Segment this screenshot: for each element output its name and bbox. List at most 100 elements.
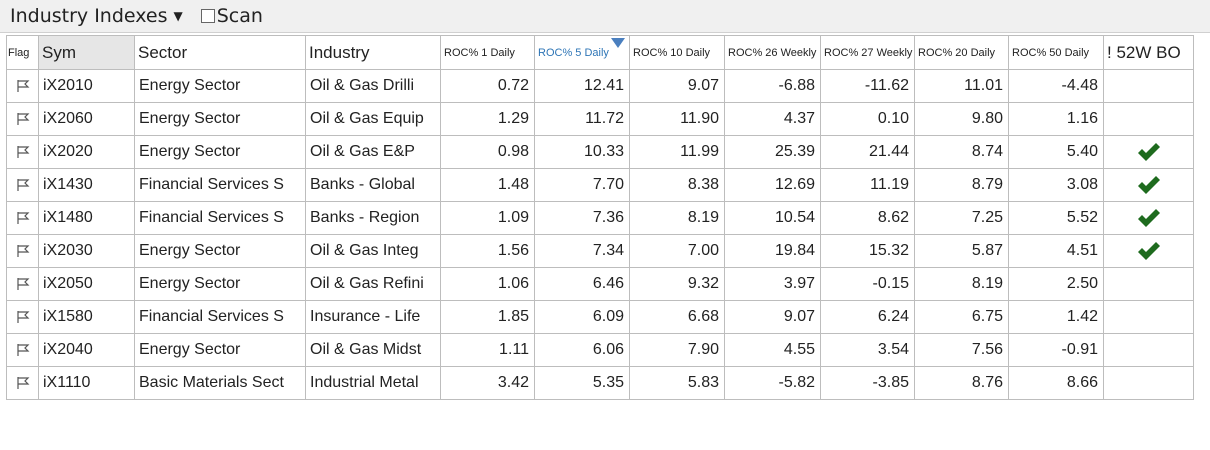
table-row[interactable]: iX1480 Financial Services S Banks - Region… <box>6 201 1194 235</box>
col-header-industry[interactable]: Industry <box>305 35 441 70</box>
flag-outline-icon[interactable] <box>16 374 30 391</box>
roc26w-cell: 4.55 <box>724 333 821 367</box>
roc5-cell: 10.33 <box>534 135 630 169</box>
flag-outline-icon[interactable] <box>16 176 30 193</box>
roc50-cell: 8.66 <box>1008 366 1104 400</box>
col-header-sector[interactable]: Sector <box>134 35 306 70</box>
roc50-cell: 3.08 <box>1008 168 1104 202</box>
header-row: Flag Sym Sector Industry ROC% 1 Daily RO… <box>6 35 1194 70</box>
roc50-cell: -4.48 <box>1008 69 1104 103</box>
col-header-roc26w[interactable]: ROC% 26 Weekly <box>724 35 821 70</box>
col-header-roc50[interactable]: ROC% 50 Daily <box>1008 35 1104 70</box>
flag-cell[interactable] <box>6 69 39 103</box>
checkmark-icon <box>1137 143 1161 161</box>
flag-outline-icon[interactable] <box>16 110 30 127</box>
flag-cell[interactable] <box>6 366 39 400</box>
52w-bo-cell <box>1103 102 1194 136</box>
checkmark-icon <box>1137 242 1161 260</box>
table-row[interactable]: iX1430 Financial Services S Banks - Global… <box>6 168 1194 202</box>
52w-bo-cell <box>1103 168 1194 202</box>
flag-cell[interactable] <box>6 234 39 268</box>
table-row[interactable]: iX1580 Financial Services S Insurance - Li… <box>6 300 1194 334</box>
sym-cell: iX1480 <box>38 201 135 235</box>
roc26w-cell: 4.37 <box>724 102 821 136</box>
flag-cell[interactable] <box>6 135 39 169</box>
flag-outline-icon[interactable] <box>16 275 30 292</box>
industry-cell: Oil & Gas E&P <box>305 135 441 169</box>
roc10-cell: 8.19 <box>629 201 725 235</box>
roc1-cell: 1.85 <box>440 300 535 334</box>
roc26w-cell: 12.69 <box>724 168 821 202</box>
col-header-roc10[interactable]: ROC% 10 Daily <box>629 35 725 70</box>
roc50-cell: 2.50 <box>1008 267 1104 301</box>
sym-cell: iX2030 <box>38 234 135 268</box>
col-header-52w-bo[interactable]: ! 52W BO <box>1103 35 1194 70</box>
industry-cell: Oil & Gas Drilli <box>305 69 441 103</box>
sector-cell: Energy Sector <box>134 135 306 169</box>
roc27w-cell: 3.54 <box>820 333 915 367</box>
roc1-cell: 1.11 <box>440 333 535 367</box>
index-selector-dropdown[interactable]: Industry Indexes ▼ <box>10 5 183 27</box>
flag-outline-icon[interactable] <box>16 242 30 259</box>
table-row[interactable]: iX2040 Energy Sector Oil & Gas Midst 1.11 6.… <box>6 333 1194 367</box>
flag-cell[interactable] <box>6 333 39 367</box>
roc1-cell: 1.48 <box>440 168 535 202</box>
roc1-cell: 0.98 <box>440 135 535 169</box>
roc26w-cell: -6.88 <box>724 69 821 103</box>
flag-outline-icon[interactable] <box>16 209 30 226</box>
roc20-cell: 6.75 <box>914 300 1009 334</box>
table-row[interactable]: iX2010 Energy Sector Oil & Gas Drilli 0.72 1… <box>6 69 1194 103</box>
roc50-cell: -0.91 <box>1008 333 1104 367</box>
industry-cell: Industrial Metal <box>305 366 441 400</box>
table-row[interactable]: iX2030 Energy Sector Oil & Gas Integ 1.56 7.… <box>6 234 1194 268</box>
roc27w-cell: 11.19 <box>820 168 915 202</box>
sector-cell: Financial Services S <box>134 300 306 334</box>
col-header-flag[interactable]: Flag <box>6 35 39 70</box>
col-header-roc20[interactable]: ROC% 20 Daily <box>914 35 1009 70</box>
52w-bo-cell <box>1103 300 1194 334</box>
52w-bo-cell <box>1103 333 1194 367</box>
table-row[interactable]: iX1110 Basic Materials Sect Industrial Met… <box>6 366 1194 400</box>
sym-cell: iX2010 <box>38 69 135 103</box>
roc1-cell: 1.06 <box>440 267 535 301</box>
roc27w-cell: 21.44 <box>820 135 915 169</box>
col-header-roc27w[interactable]: ROC% 27 Weekly <box>820 35 915 70</box>
flag-outline-icon[interactable] <box>16 341 30 358</box>
scan-checkbox[interactable]: Scan <box>200 5 263 27</box>
flag-cell[interactable] <box>6 267 39 301</box>
roc5-cell: 6.46 <box>534 267 630 301</box>
industry-cell: Oil & Gas Midst <box>305 333 441 367</box>
roc1-cell: 1.09 <box>440 201 535 235</box>
sym-cell: iX2020 <box>38 135 135 169</box>
index-selector-label: Industry Indexes <box>10 5 168 27</box>
flag-outline-icon[interactable] <box>16 143 30 160</box>
checkmark-icon <box>1137 176 1161 194</box>
sector-cell: Energy Sector <box>134 234 306 268</box>
flag-cell[interactable] <box>6 102 39 136</box>
col-header-sym[interactable]: Sym <box>38 35 135 70</box>
industry-cell: Banks - Global <box>305 168 441 202</box>
toolbar: Industry Indexes ▼ Scan <box>0 0 1210 33</box>
industry-cell: Insurance - Life <box>305 300 441 334</box>
flag-cell[interactable] <box>6 300 39 334</box>
industry-cell: Oil & Gas Integ <box>305 234 441 268</box>
roc10-cell: 7.90 <box>629 333 725 367</box>
sector-cell: Financial Services S <box>134 168 306 202</box>
table-row[interactable]: iX2050 Energy Sector Oil & Gas Refini 1.06 6… <box>6 267 1194 301</box>
table-row[interactable]: iX2060 Energy Sector Oil & Gas Equip 1.29 11… <box>6 102 1194 136</box>
col-header-roc5[interactable]: ROC% 5 Daily <box>534 35 630 70</box>
industry-table: Flag Sym Sector Industry ROC% 1 Daily RO… <box>6 35 1194 400</box>
sym-cell: iX2060 <box>38 102 135 136</box>
flag-cell[interactable] <box>6 168 39 202</box>
roc5-cell: 7.36 <box>534 201 630 235</box>
roc26w-cell: 10.54 <box>724 201 821 235</box>
table-row[interactable]: iX2020 Energy Sector Oil & Gas E&P 0.98 10.3… <box>6 135 1194 169</box>
flag-outline-icon[interactable] <box>16 77 30 94</box>
flag-outline-icon[interactable] <box>16 308 30 325</box>
col-header-roc1[interactable]: ROC% 1 Daily <box>440 35 535 70</box>
roc20-cell: 7.56 <box>914 333 1009 367</box>
flag-cell[interactable] <box>6 201 39 235</box>
sym-cell: iX2050 <box>38 267 135 301</box>
roc1-cell: 3.42 <box>440 366 535 400</box>
roc50-cell: 5.40 <box>1008 135 1104 169</box>
